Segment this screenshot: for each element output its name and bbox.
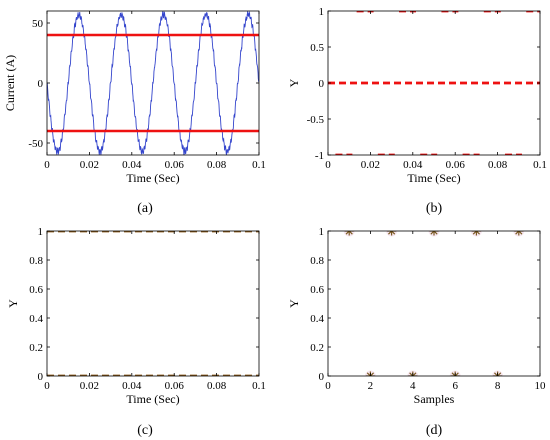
x-axis-label: Time (Sec): [126, 171, 179, 185]
sample-point-0: [343, 231, 355, 237]
panel-caption: (a): [137, 201, 153, 216]
sample-point-2: [386, 231, 398, 237]
x-tick-label: 10: [535, 380, 547, 392]
x-tick-label: 6: [452, 380, 458, 392]
y-axis-label: Y: [6, 299, 20, 308]
y-tick-label: -0.5: [307, 114, 325, 126]
y-tick-label: -50: [28, 138, 43, 150]
y-axis-label: Current (A): [3, 55, 17, 111]
y-tick-label: 1: [319, 6, 325, 18]
x-tick-label: 0.08: [488, 159, 508, 171]
y-tick-label: 0: [319, 78, 325, 90]
y-tick-label: 0: [319, 371, 325, 383]
axes-box-d: [327, 230, 541, 377]
x-tick-label: 0.04: [122, 159, 142, 171]
plot-area-b: [328, 11, 540, 155]
x-tick-label: 0.1: [252, 159, 266, 171]
sample-point-6: [470, 231, 482, 237]
y-tick-label: 0.2: [29, 342, 43, 354]
x-axis-label: Time (Sec): [407, 171, 460, 185]
plot-area-d: [343, 231, 525, 376]
x-tick-label: 0: [325, 159, 331, 171]
panel-b: 0 0.02 0.04 0.06 0.08 0.1 -1 -0.5 0 0.5 1 Time (Sec…: [287, 6, 547, 216]
y-tick-label: 0.6: [310, 284, 324, 296]
x-tick-label: 0.08: [207, 159, 227, 171]
axes-box-c: [46, 230, 260, 377]
x-tick-label: 8: [495, 380, 501, 392]
x-tick-label: 0.02: [361, 159, 380, 171]
x-tick-label: 4: [410, 380, 416, 392]
x-tick-label: 0: [44, 159, 50, 171]
panel-caption: (b): [426, 201, 443, 216]
y-tick-label: 0.8: [29, 255, 43, 267]
y-tick-label: 0.4: [29, 313, 43, 325]
y-tick-label: 1: [38, 226, 44, 238]
x-tick-label: 0.04: [122, 380, 142, 392]
y-axis-label: Y: [287, 299, 301, 308]
y-tick-label: 0: [38, 78, 44, 90]
x-tick-label: 0.06: [165, 380, 185, 392]
current-waveform-line: [47, 11, 259, 155]
x-tick-label: 0: [325, 380, 331, 392]
x-tick-label: 0.06: [446, 159, 466, 171]
panel-caption: (d): [426, 423, 443, 438]
y-tick-label: 1: [319, 226, 325, 238]
y-tick-label: -1: [315, 150, 324, 162]
y-tick-label: 0.4: [310, 313, 324, 325]
x-tick-label: 0.1: [252, 380, 266, 392]
x-tick-label: 0.02: [80, 380, 99, 392]
x-axis-label: Time (Sec): [126, 392, 179, 406]
panel-c: 0 0.02 0.04 0.06 0.08 0.1 0 0.2 0.4 0.6 0.8 1 Time (…: [6, 226, 266, 438]
x-tick-label: 0: [44, 380, 50, 392]
x-tick-label: 0.1: [533, 159, 547, 171]
x-tick-label: 2: [368, 380, 374, 392]
y-axis-label: Y: [287, 78, 301, 87]
plot-area-a: [47, 11, 259, 155]
y-tick-label: 0: [38, 371, 44, 383]
x-tick-label: 0.06: [165, 159, 185, 171]
y-tick-label: 50: [32, 18, 44, 30]
plot-area-c: [47, 231, 259, 376]
panel-d: 0 2 4 6 8 10 0 0.2 0.4 0.6 0.8 1 Samples Y (d): [287, 226, 547, 438]
y-tick-label: 0.2: [310, 342, 324, 354]
y-tick-label: 0.6: [29, 284, 43, 296]
x-axis-label: Samples: [414, 392, 455, 406]
y-tick-label: 0.5: [310, 42, 324, 54]
y-tick-label: 0.8: [310, 255, 324, 267]
sample-point-8: [513, 231, 525, 237]
panel-caption: (c): [137, 423, 153, 438]
sample-point-4: [428, 231, 440, 237]
x-tick-label: 0.04: [403, 159, 423, 171]
x-tick-label: 0.02: [80, 159, 99, 171]
x-tick-label: 0.08: [207, 380, 227, 392]
